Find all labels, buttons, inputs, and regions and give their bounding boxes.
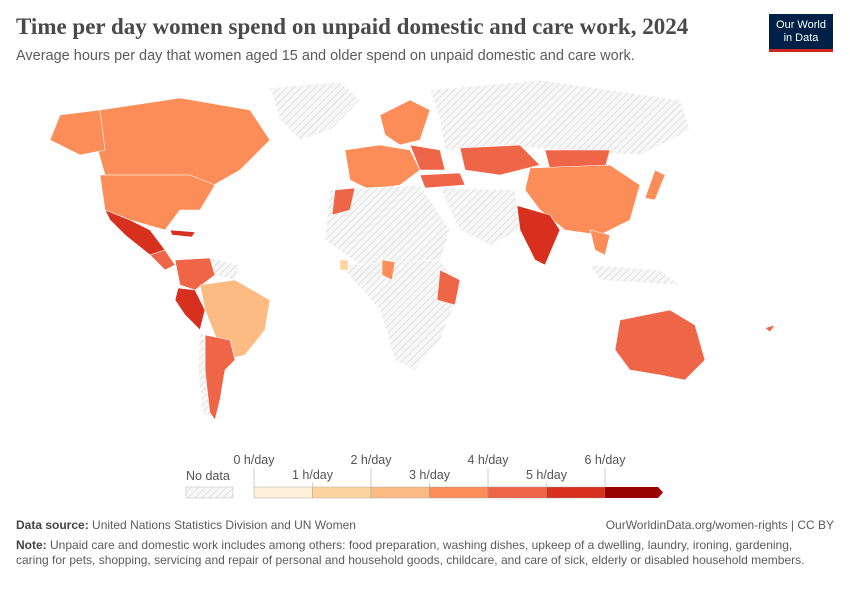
country-europe-east[interactable] (409, 144, 446, 171)
country-europe-west[interactable] (344, 144, 421, 191)
country-morocco[interactable] (331, 187, 356, 216)
legend-bin-swatch[interactable] (546, 486, 606, 499)
source-label: Data source: (16, 518, 89, 532)
country-central-america[interactable] (149, 249, 176, 271)
legend-bin-swatch[interactable] (370, 486, 430, 499)
legend-tick-label: 0 h/day (233, 453, 275, 467)
country-southeast-asia[interactable] (589, 229, 611, 256)
country-japan[interactable] (644, 169, 666, 201)
country-colombia-venezuela[interactable] (174, 257, 216, 291)
country-argentina[interactable] (204, 334, 236, 421)
note-text: Unpaid care and domestic work includes a… (16, 538, 805, 567)
note: Note: Unpaid care and domestic work incl… (16, 538, 816, 568)
country-chile[interactable] (197, 331, 211, 416)
country-kazakhstan[interactable] (459, 144, 541, 176)
legend-bin-swatch[interactable] (487, 486, 547, 499)
legend-tick-label: 2 h/day (350, 453, 392, 467)
country-middle-east[interactable] (439, 187, 521, 246)
world-map (49, 79, 776, 421)
legend-tick-label: 6 h/day (584, 453, 626, 467)
country-kenya-tanzania[interactable] (436, 269, 461, 306)
owid-logo[interactable]: Our World in Data (769, 14, 833, 52)
chart-subtitle: Average hours per day that women aged 15… (16, 48, 635, 64)
country-australia[interactable] (614, 309, 706, 381)
country-south-america-north[interactable] (209, 257, 241, 281)
country-sub-saharan-africa[interactable] (339, 259, 461, 371)
data-source: Data source: United Nations Statistics D… (16, 518, 356, 532)
legend-no-data-swatch (185, 486, 234, 499)
chart-title: Time per day women spend on unpaid domes… (16, 14, 689, 39)
country-greenland[interactable] (269, 81, 361, 141)
country-cuba[interactable] (169, 229, 196, 238)
legend-tick-label: 4 h/day (467, 453, 509, 467)
note-label: Note: (16, 538, 47, 552)
legend-tick-label: 5 h/day (526, 468, 568, 482)
country-scandinavia[interactable] (379, 99, 431, 146)
country-alaska[interactable] (49, 109, 106, 156)
source-url[interactable]: OurWorldinData.org/women-rights | CC BY (605, 518, 834, 532)
legend-bin-swatch[interactable] (429, 486, 489, 499)
legend-tick-label: 3 h/day (409, 468, 451, 482)
legend-bin-swatch[interactable] (605, 487, 663, 498)
source-text[interactable]: United Nations Statistics Division and U… (92, 518, 356, 532)
color-legend: No data 0 h/day 1 h/day 2 h/day 3 h/day 4 h/… (185, 453, 663, 499)
country-peru[interactable] (174, 287, 206, 331)
country-ghana[interactable] (339, 259, 349, 271)
country-indonesia[interactable] (589, 264, 681, 286)
legend-bin-swatch[interactable] (312, 486, 372, 499)
country-turkey[interactable] (419, 172, 466, 189)
country-canada[interactable] (94, 97, 271, 191)
country-cameroon[interactable] (381, 259, 396, 281)
country-russia[interactable] (429, 79, 691, 156)
legend-no-data-label: No data (186, 469, 230, 483)
legend-tick-label: 1 h/day (292, 468, 334, 482)
country-new-zealand[interactable] (764, 324, 776, 333)
legend-bin-swatch[interactable] (253, 486, 313, 499)
